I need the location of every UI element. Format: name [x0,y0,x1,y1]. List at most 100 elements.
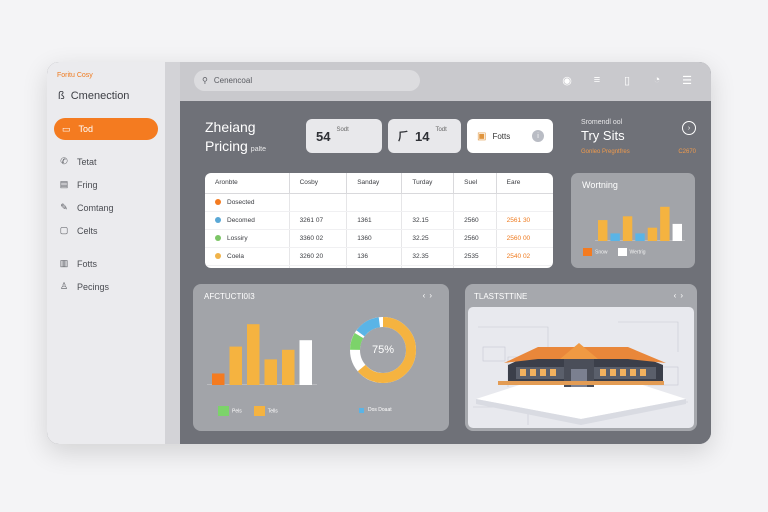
table-cell: 3261 07 [289,211,348,230]
table-cell: 2350 82 [496,265,553,268]
sidebar-item-4[interactable]: ▢ Celts [59,225,98,236]
building-illustration [473,321,688,425]
arrow-right-icon[interactable]: › [682,121,696,135]
donut-value: 75% [371,344,395,356]
card-nav[interactable]: ‹› [423,291,436,300]
sidebar-item-5[interactable]: ▥ Fotts [59,258,97,269]
sidebar-item-6[interactable]: ♙ Pecings [59,281,109,292]
bar-3 [622,216,633,241]
legend-label: Dos Doaat [368,407,392,413]
cell-text: Decomed [227,216,255,224]
sidebar-item-active[interactable]: ▭ Tod [54,118,158,140]
mini-legend: Snow Wertrig [583,248,646,256]
building-image [468,307,694,428]
cell-text: 2560 [464,234,479,242]
stat-card-2[interactable]: ⺁ 14 Todt [388,119,461,153]
mini-chart-title: Wortning [582,180,618,190]
mini-chart-card: Wortning Snow Wertrig [571,173,695,268]
chevron-right-icon[interactable]: › [680,291,687,300]
search-input[interactable]: ⚲ Cenencoal [194,70,420,91]
globe-icon[interactable]: ◉ [562,74,572,87]
column-header[interactable]: Cosby [289,173,348,194]
legend-item: Tells [253,406,278,416]
clock-icon[interactable]: ◔ [653,74,661,86]
chevron-left-icon[interactable]: ‹ [673,291,681,300]
promo-panel: Sromendl ool Try Sits Gonleo Pregntfres … [581,119,696,163]
table-cell: 1360 [346,229,403,248]
cell-text: 3360 02 [299,234,324,242]
column-header[interactable]: Eare [496,173,553,194]
table-cell: Dorea [205,265,290,268]
table-cell [496,193,553,212]
cell-text: 3260 20 [299,252,324,260]
table-row[interactable]: Coela 3260 20 136 32.35 2535 2540 02 [205,247,553,266]
legend-item: Wertrig [617,248,646,256]
table-row[interactable]: Lossiry 3360 02 1360 32.25 2560 2560 00 [205,229,553,248]
brand-label: Cmenection [70,90,130,102]
bar-e [282,349,295,385]
column-header[interactable]: Sanday [346,173,403,194]
sidebar-item-label: Pecings [77,281,110,292]
title-line2: Pricing palte [205,138,266,154]
promo-line3-right: C2670 [678,149,696,155]
stat-card-1[interactable]: 54 Sodt [306,119,382,153]
legend-label: Snow [595,249,608,256]
table-cell: 3260 20 [289,247,348,266]
table-cell: 1361 [346,211,403,230]
bar-chart [207,324,317,385]
phone-icon: ✆ [60,156,68,166]
bar-a [212,373,225,385]
info-icon[interactable]: i [532,130,544,142]
promo-line3: Gonleo Pregntfres C2670 [581,149,696,155]
table-cell: 32.25 [401,229,455,248]
analytics-title: AFCTUCTI0I3 [204,292,255,301]
table-cell [453,193,497,212]
table-row[interactable]: Dosected [205,193,553,212]
cell-text: 1361 [357,216,372,224]
stat-label: Sodt [336,127,349,133]
cell-text: 32.15 [412,216,429,224]
column-header[interactable]: Turday [401,173,455,194]
document-icon: ▥ [59,258,69,268]
menu-icon[interactable]: ☰ [682,74,692,87]
bar-c [247,324,260,385]
list-icon[interactable]: ≡ [593,74,601,86]
table-cell: 2540 02 [496,247,553,266]
data-table-card: Aronbte Cosby Sanday Turday Suel Eare Do… [205,173,553,268]
title-line1: Zheiang [205,119,256,135]
trend-icon: ⺁ [398,131,409,143]
table-row[interactable]: Dorea3261 30336032.1525252350 82 [205,265,553,268]
column-header[interactable]: Suel [453,173,497,194]
table-cell: Coela [205,247,290,266]
app-window: Foritu Cosy ß Cmenection ▭ Tod ✆ Tetat ▤… [47,62,711,444]
pen-icon: ✎ [60,202,68,212]
legend-label: Pels [232,408,242,415]
phone-device-icon[interactable]: ▯ [623,74,631,87]
table-cell [401,193,455,212]
sidebar-item-label: Tod [78,124,94,134]
stat-card-3[interactable]: ▣ Fotts i [467,119,553,153]
bar-d [264,359,277,385]
column-header[interactable]: Aronbte [205,173,290,194]
brand[interactable]: ß Cmenection [58,90,129,102]
chevron-right-icon[interactable]: › [429,291,436,300]
table-cell: 32.15 [401,265,455,268]
status-dot [215,234,221,241]
folder-chart-icon: ▣ [477,130,487,142]
sidebar-item-3[interactable]: ✎ Comtang [59,202,113,213]
promo-line1: Sromendl ool [581,119,623,126]
sidebar-item-2[interactable]: ▤ Fring [59,179,98,190]
table-cell: 3360 [346,265,403,268]
donut-slice-0 [350,317,416,383]
card-nav[interactable]: ‹› [674,291,687,300]
folder-icon: ▭ [62,123,71,134]
bar-6 [660,206,670,241]
table-row[interactable]: Decomed 3261 07 1361 32.15 2560 2561 30 [205,211,553,230]
status-dot [215,252,221,259]
legend-label: Wertrig [629,249,646,256]
chevron-left-icon[interactable]: ‹ [422,291,430,300]
title-line2-text: Pricing [205,138,248,154]
sidebar-item-label: Celts [77,225,98,236]
card-icon: ▢ [59,225,69,235]
sidebar-item-1[interactable]: ✆ Tetat [59,156,96,167]
